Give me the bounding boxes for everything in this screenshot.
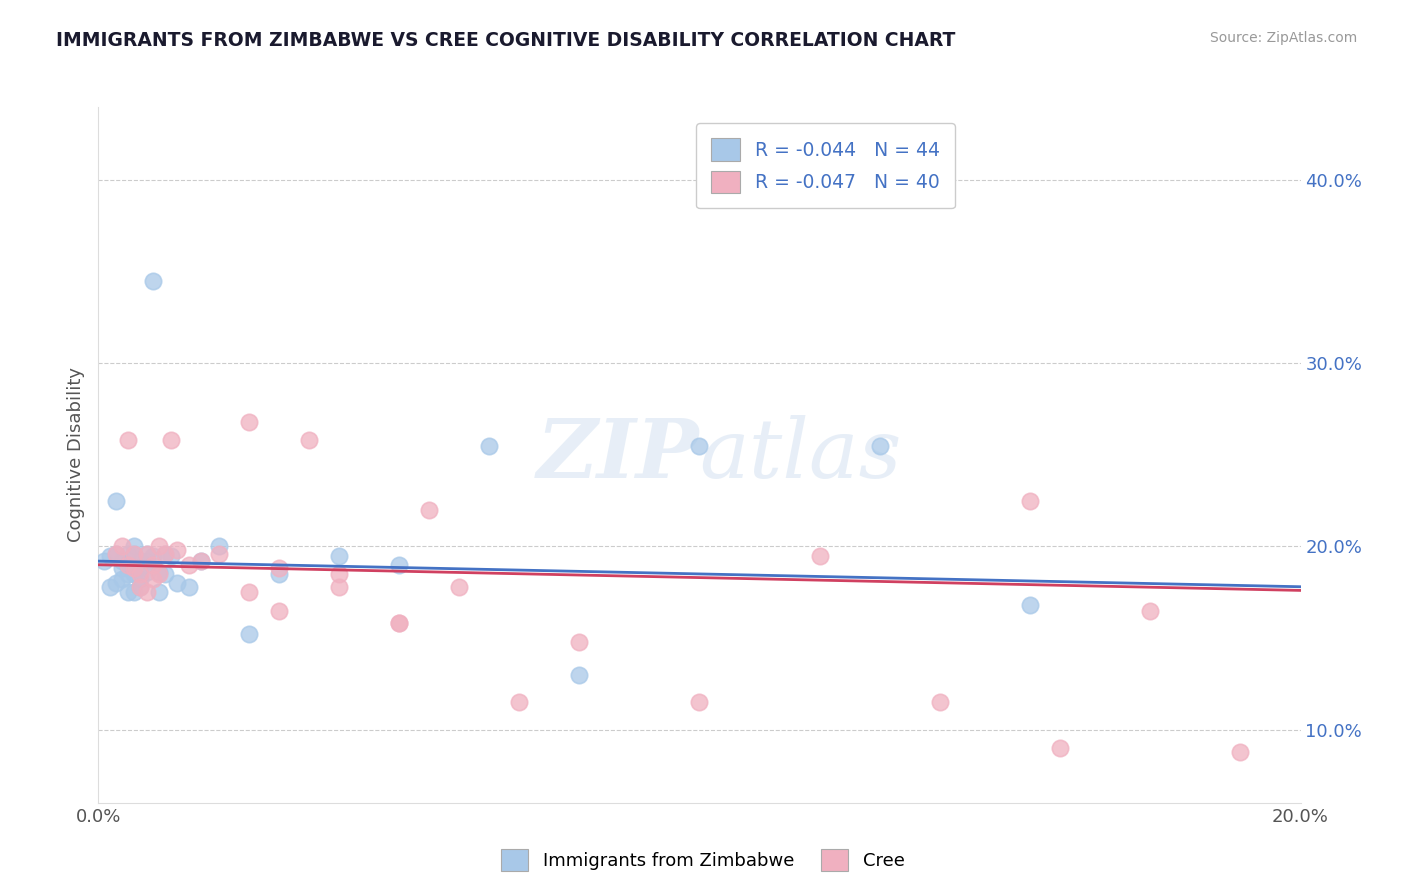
Point: [135, 547, 157, 561]
Text: IMMIGRANTS FROM ZIMBABWE VS CREE COGNITIVE DISABILITY CORRELATION CHART: IMMIGRANTS FROM ZIMBABWE VS CREE COGNITI…: [56, 31, 956, 50]
Point: [117, 558, 139, 572]
Point: [124, 566, 146, 581]
Point: [159, 549, 181, 563]
Point: [238, 585, 260, 599]
Point: [100, 549, 122, 563]
Point: [177, 580, 200, 594]
Point: [93, 554, 115, 568]
Point: [328, 580, 350, 594]
Point: [190, 554, 212, 568]
Point: [129, 566, 152, 581]
Point: [1019, 598, 1042, 612]
Point: [124, 561, 146, 575]
Point: [117, 585, 139, 599]
Legend: Immigrants from Zimbabwe, Cree: Immigrants from Zimbabwe, Cree: [494, 842, 912, 879]
Point: [153, 547, 176, 561]
Point: [166, 543, 188, 558]
Point: [117, 434, 139, 448]
Legend: R = -0.044   N = 44, R = -0.047   N = 40: R = -0.044 N = 44, R = -0.047 N = 40: [696, 123, 955, 209]
Point: [111, 573, 134, 587]
Point: [267, 561, 290, 575]
Point: [929, 695, 952, 709]
Point: [129, 561, 152, 575]
Point: [117, 547, 139, 561]
Point: [135, 547, 157, 561]
Point: [568, 667, 591, 681]
Point: [689, 695, 711, 709]
Point: [267, 566, 290, 581]
Point: [124, 547, 146, 561]
Point: [129, 554, 152, 568]
Point: [153, 547, 176, 561]
Point: [869, 439, 891, 453]
Point: [141, 573, 163, 587]
Point: [1019, 493, 1042, 508]
Point: [238, 627, 260, 641]
Text: atlas: atlas: [700, 415, 901, 495]
Point: [190, 554, 212, 568]
Point: [148, 566, 170, 581]
Point: [508, 695, 530, 709]
Point: [478, 439, 501, 453]
Point: [135, 565, 157, 579]
Text: Source: ZipAtlas.com: Source: ZipAtlas.com: [1209, 31, 1357, 45]
Point: [388, 558, 411, 572]
Point: [124, 540, 146, 554]
Point: [298, 434, 321, 448]
Point: [159, 434, 181, 448]
Point: [177, 558, 200, 572]
Point: [111, 540, 134, 554]
Point: [328, 566, 350, 581]
Point: [141, 274, 163, 288]
Point: [148, 585, 170, 599]
Point: [135, 585, 157, 599]
Point: [153, 566, 176, 581]
Point: [388, 616, 411, 631]
Point: [1139, 603, 1161, 617]
Point: [166, 576, 188, 591]
Point: [689, 439, 711, 453]
Point: [141, 558, 163, 572]
Point: [1229, 745, 1251, 759]
Point: [1049, 740, 1071, 755]
Point: [418, 503, 440, 517]
Point: [129, 573, 152, 587]
Point: [124, 585, 146, 599]
Point: [208, 540, 231, 554]
Point: [124, 547, 146, 561]
Point: [100, 580, 122, 594]
Point: [148, 540, 170, 554]
Point: [208, 547, 231, 561]
Text: ZIP: ZIP: [537, 415, 700, 495]
Point: [148, 565, 170, 579]
Point: [105, 547, 128, 561]
Point: [568, 634, 591, 648]
Point: [105, 547, 128, 561]
Point: [117, 558, 139, 572]
Point: [388, 616, 411, 631]
Point: [105, 576, 128, 591]
Point: [129, 580, 152, 594]
Point: [267, 603, 290, 617]
Point: [141, 549, 163, 563]
Point: [808, 549, 831, 563]
Point: [447, 580, 470, 594]
Point: [129, 580, 152, 594]
Point: [135, 554, 157, 568]
Point: [105, 493, 128, 508]
Y-axis label: Cognitive Disability: Cognitive Disability: [66, 368, 84, 542]
Point: [111, 561, 134, 575]
Point: [117, 566, 139, 581]
Point: [111, 554, 134, 568]
Point: [238, 415, 260, 429]
Point: [328, 549, 350, 563]
